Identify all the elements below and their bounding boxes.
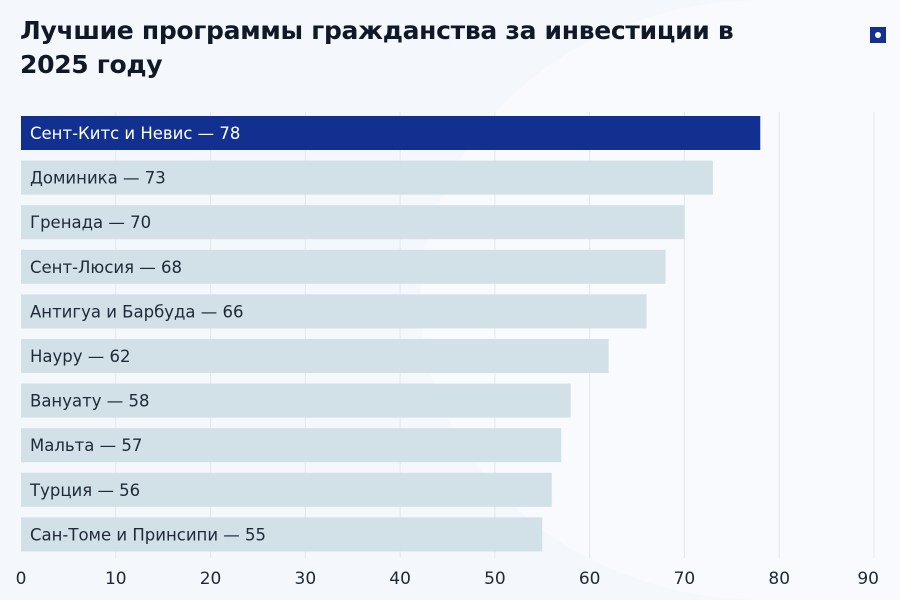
x-tick-label: 80 <box>768 569 790 589</box>
bar <box>21 428 562 463</box>
bar-label: Доминика — 73 <box>30 169 166 188</box>
x-tick-label: 50 <box>484 569 506 589</box>
x-tick-label: 10 <box>105 569 127 589</box>
bar-label: Сент-Китс и Невис — 78 <box>30 124 240 143</box>
bar-label: Вануату — 58 <box>30 392 149 411</box>
bar <box>21 383 571 418</box>
bar <box>21 116 761 150</box>
bar-label: Науру — 62 <box>30 347 131 366</box>
x-tick-label: 70 <box>674 569 696 589</box>
logo-icon <box>870 27 886 43</box>
x-tick-label: 40 <box>389 569 411 589</box>
bar <box>21 517 543 552</box>
bar-label: Сент-Люсия — 68 <box>30 258 182 277</box>
bar <box>21 472 552 507</box>
chart-title: Лучшие программы гражданства за инвестиц… <box>20 16 734 79</box>
bar <box>21 339 609 373</box>
bar <box>21 160 713 195</box>
x-tick-label: 90 <box>857 569 879 589</box>
x-tick-label: 20 <box>200 569 222 589</box>
bar-label: Сан-Томе и Принсипи — 55 <box>30 525 266 544</box>
bar <box>21 249 666 284</box>
bar-label: Антигуа и Барбуда — 66 <box>30 302 244 321</box>
bar <box>21 205 685 240</box>
bar-label: Гренада — 70 <box>30 213 151 232</box>
x-tick-label: 60 <box>579 569 601 589</box>
bar-label: Турция — 56 <box>29 481 140 500</box>
x-tick-label: 30 <box>295 569 317 589</box>
bar <box>21 294 647 329</box>
x-tick-label: 0 <box>16 569 27 589</box>
bar-label: Мальта — 57 <box>30 436 142 455</box>
